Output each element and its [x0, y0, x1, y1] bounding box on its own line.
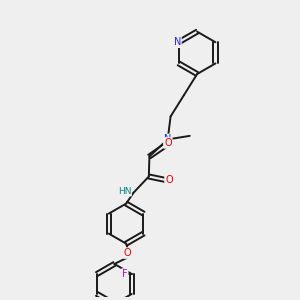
Text: N: N	[164, 134, 171, 144]
Text: O: O	[164, 138, 172, 148]
Text: O: O	[124, 248, 131, 258]
Text: F: F	[122, 269, 128, 279]
Text: N: N	[174, 37, 181, 47]
Text: O: O	[165, 175, 173, 185]
Text: HN: HN	[118, 187, 131, 196]
